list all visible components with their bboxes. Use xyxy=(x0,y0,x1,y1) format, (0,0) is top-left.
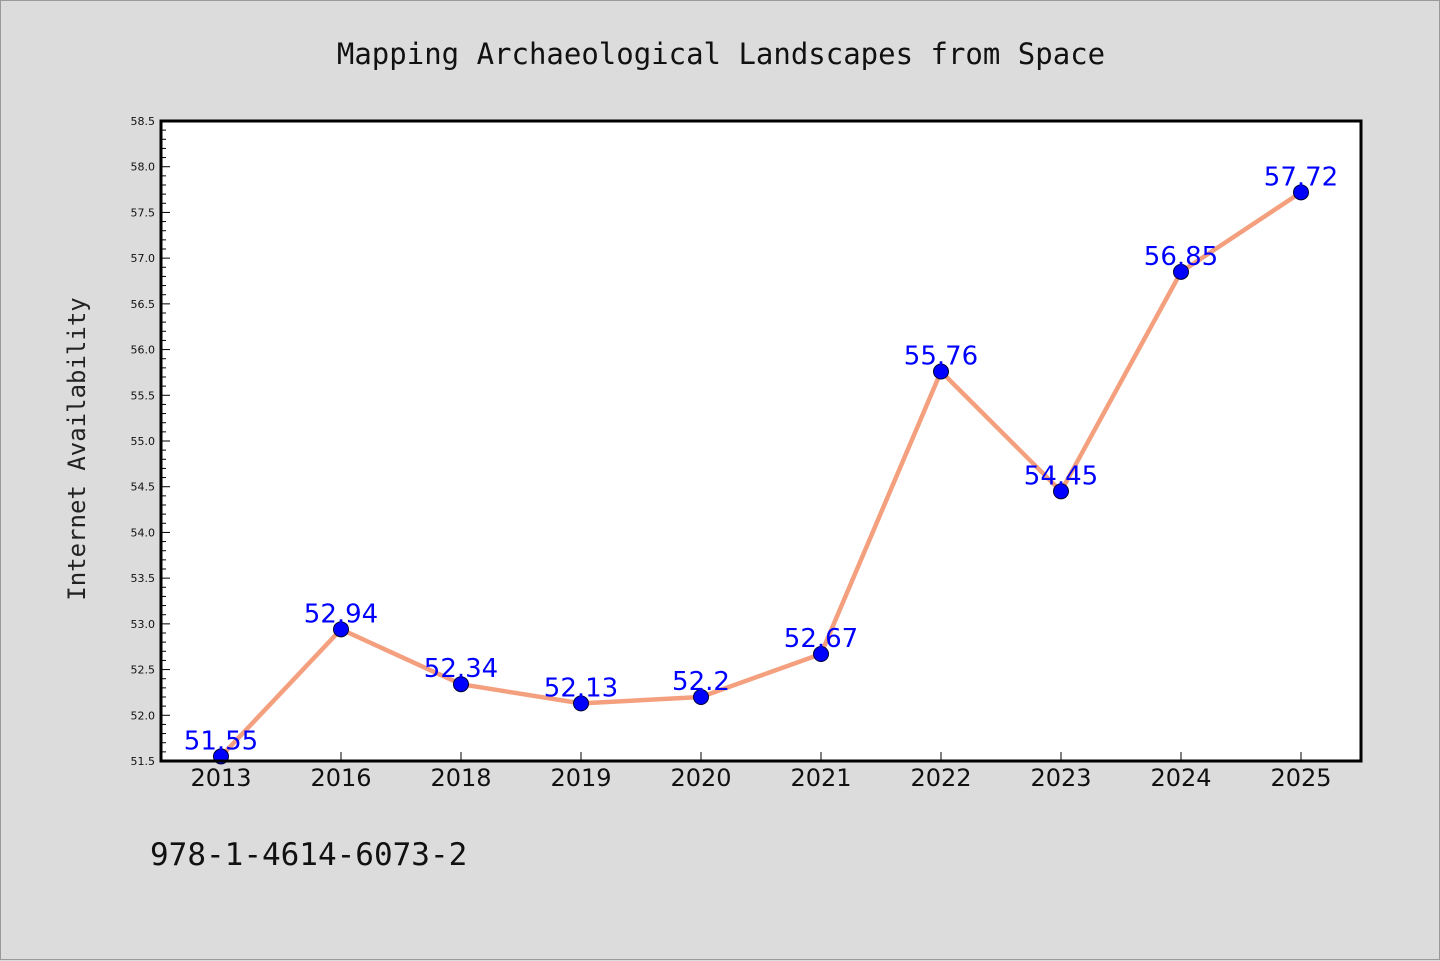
data-label: 57.72 xyxy=(1264,162,1338,192)
data-label: 51.55 xyxy=(184,726,258,756)
series-line xyxy=(218,190,1304,759)
data-label: 54.45 xyxy=(1024,461,1098,491)
data-point xyxy=(1173,263,1189,280)
x-axis: 2013 2016 2018 2019 2020 2021 2022 2023 2024 2025 xyxy=(190,752,1332,792)
x-tick-label: 2019 xyxy=(550,764,611,792)
y-axis: 51.5 52.0 52.5 53.0 53.5 54.0 54.5 55.0 55.5 56.0… xyxy=(131,115,170,768)
data-point xyxy=(933,363,949,380)
data-label: 52.2 xyxy=(672,667,730,697)
y-tick-label: 54.0 xyxy=(131,526,156,539)
data-label: 55.76 xyxy=(904,342,978,372)
y-tick-label: 58.0 xyxy=(131,161,156,174)
y-tick-label: 52.5 xyxy=(131,664,156,677)
x-tick-label: 2022 xyxy=(910,764,971,792)
data-point xyxy=(453,676,469,693)
y-tick-label: 52.0 xyxy=(131,709,156,722)
x-tick-label: 2020 xyxy=(670,764,731,792)
data-point xyxy=(693,689,709,705)
y-tick-label: 54.5 xyxy=(131,481,156,494)
x-tick-label: 2013 xyxy=(190,764,251,792)
data-label: 52.67 xyxy=(784,624,858,654)
data-label: 52.94 xyxy=(304,599,378,629)
data-label: 52.13 xyxy=(544,673,618,703)
y-tick-label: 56.5 xyxy=(131,298,156,311)
data-label: 52.34 xyxy=(424,654,498,684)
y-tick-label: 55.0 xyxy=(131,435,156,448)
y-tick-label: 53.5 xyxy=(131,572,156,585)
data-point xyxy=(1293,184,1309,201)
data-point xyxy=(813,646,829,663)
x-tick-label: 2025 xyxy=(1270,764,1331,792)
y-axis-label: Internet Availability xyxy=(63,297,91,600)
y-tick-label: 58.5 xyxy=(131,115,156,128)
y-tick-label: 51.5 xyxy=(131,755,156,768)
x-tick-label: 2023 xyxy=(1030,764,1091,792)
y-tick-label: 53.0 xyxy=(131,618,156,631)
chart-title: Mapping Archaeological Landscapes from S… xyxy=(337,37,1105,71)
x-tick-label: 2018 xyxy=(430,764,491,792)
data-point xyxy=(573,695,589,712)
isbn-annotation: 978-1-4614-6073-2 xyxy=(150,837,467,873)
y-tick-label: 57.0 xyxy=(131,252,156,265)
data-point xyxy=(333,621,349,638)
data-labels: 51.55 52.94 52.34 52.13 52.2 52.67 55.76 54.45 5… xyxy=(184,162,1338,756)
x-tick-label: 2021 xyxy=(790,764,851,792)
x-tick-label: 2024 xyxy=(1150,764,1211,792)
x-tick-label: 2016 xyxy=(310,764,371,792)
y-tick-label: 56.0 xyxy=(131,344,156,357)
plot-area xyxy=(161,121,1361,761)
y-tick-label: 57.5 xyxy=(131,206,156,219)
data-label: 56.85 xyxy=(1144,242,1218,272)
plot-border xyxy=(159,119,1363,763)
data-point xyxy=(1053,483,1069,500)
y-tick-label: 55.5 xyxy=(131,389,156,402)
